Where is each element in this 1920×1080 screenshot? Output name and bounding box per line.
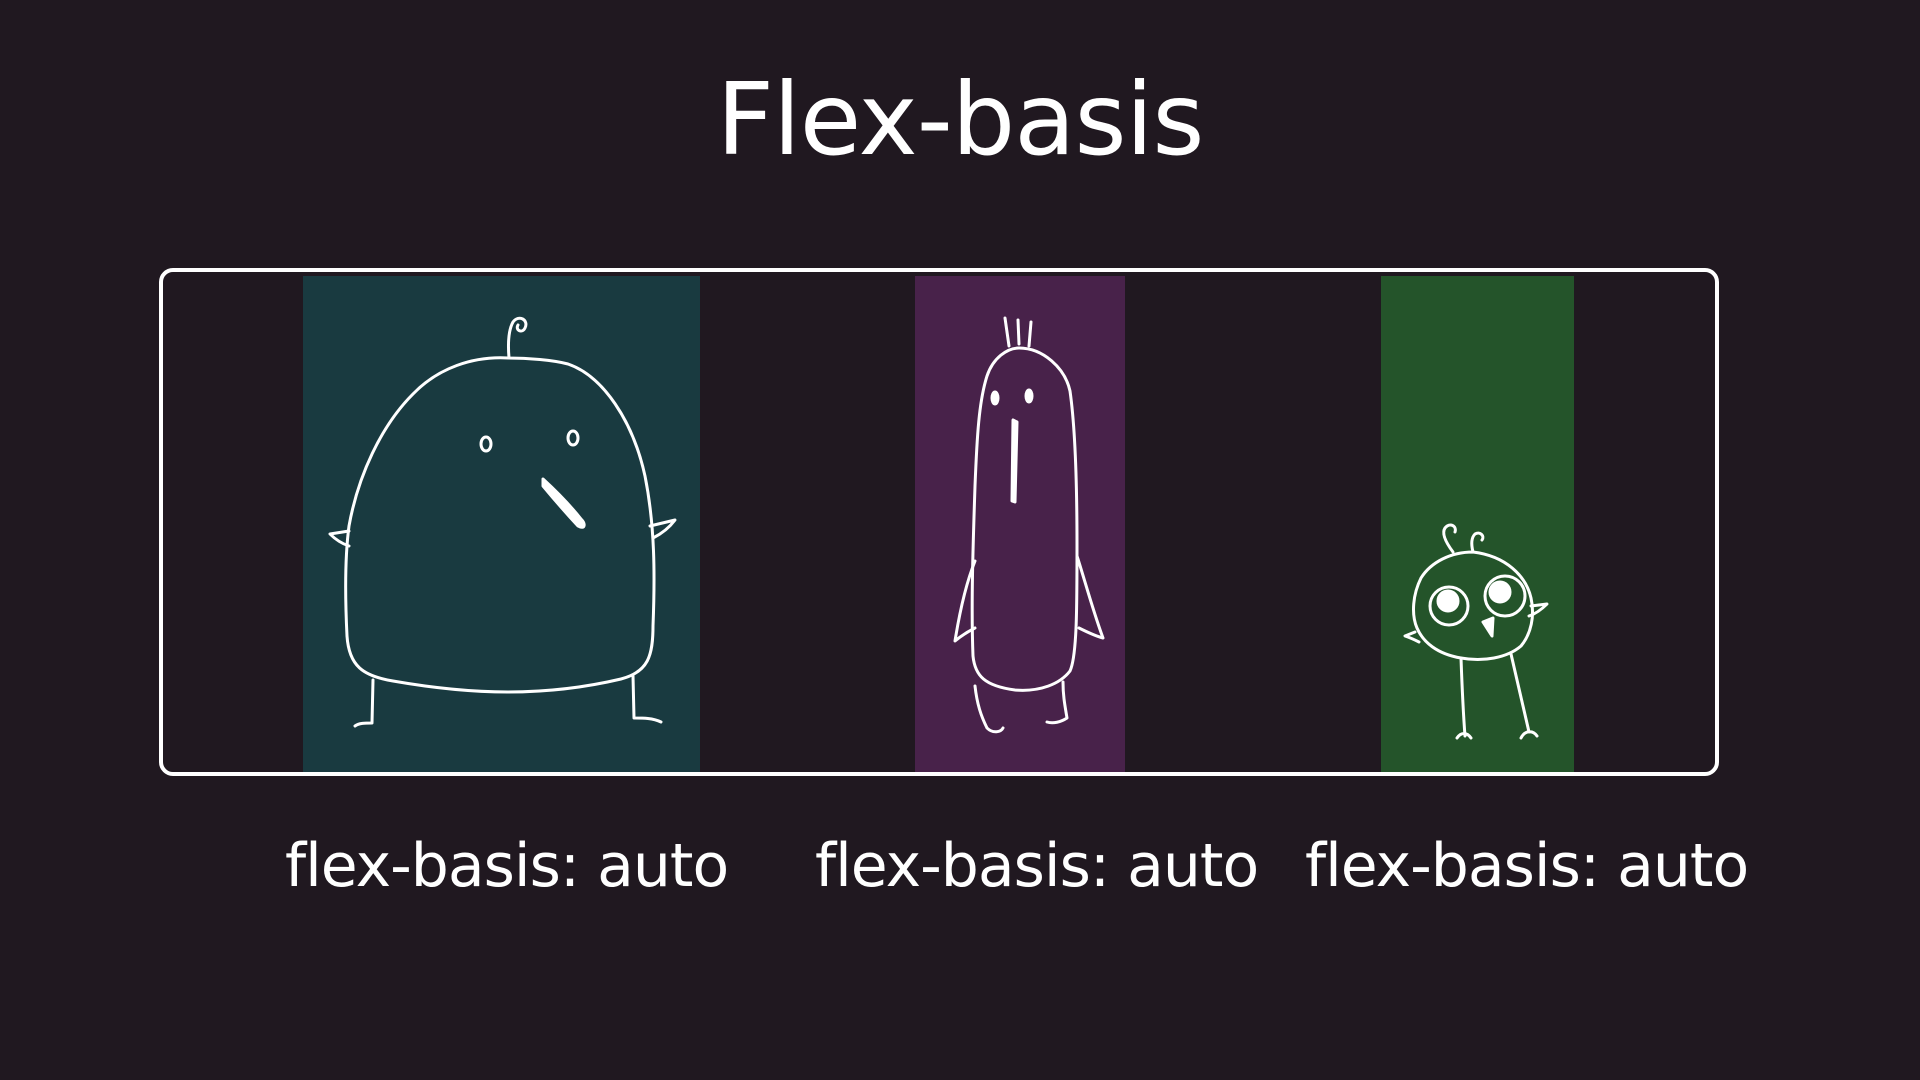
small-bird-beak (1481, 616, 1495, 638)
wide-bird-right-eye (566, 429, 580, 447)
tall-bird-body (970, 346, 1079, 692)
small-bird-left-leg (1455, 656, 1473, 740)
tall-bird-beak (1010, 418, 1019, 504)
wide-bird-background (303, 276, 700, 772)
flex-item-wide-bird (303, 276, 700, 772)
tall-bird-right-wing (1075, 554, 1105, 640)
small-bird-left-pupil (1436, 589, 1460, 613)
flex-item-small-bird (1381, 276, 1574, 772)
wide-bird-left-eye (479, 435, 493, 453)
caption-tall-bird: flex-basis: auto (815, 831, 1259, 901)
small-bird-illustration (1381, 276, 1574, 772)
wide-bird-illustration (303, 276, 700, 772)
wide-bird-left-leg (353, 678, 375, 728)
small-bird-background (1381, 276, 1574, 772)
tall-bird-illustration (915, 276, 1125, 772)
small-bird-right-tuft (1470, 531, 1485, 554)
small-bird-right-wing (1527, 602, 1549, 618)
wide-bird-tuft (507, 316, 528, 360)
small-bird-right-eye (1483, 574, 1527, 618)
small-bird-body (1412, 550, 1535, 661)
tall-bird-right-leg (1045, 680, 1069, 725)
tall-bird-background (915, 276, 1125, 772)
caption-wide-bird: flex-basis: auto (285, 831, 729, 901)
caption-small-bird: flex-basis: auto (1305, 831, 1749, 901)
tall-bird-left-leg (973, 684, 1005, 734)
tall-bird-left-eye (990, 390, 1000, 406)
tall-bird-right-eye (1024, 388, 1034, 404)
wide-bird-left-wing (328, 529, 351, 548)
wide-bird-right-leg (631, 674, 663, 724)
small-bird-left-wing (1403, 630, 1421, 644)
small-bird-left-tuft (1442, 523, 1457, 554)
flex-container (159, 268, 1719, 776)
slide-title: Flex-basis (716, 61, 1204, 178)
tall-bird-tuft (1003, 316, 1033, 348)
flex-item-tall-bird (915, 276, 1125, 772)
small-bird-right-pupil (1488, 580, 1512, 604)
wide-bird-beak (541, 477, 586, 529)
small-bird-right-leg (1509, 652, 1539, 740)
wide-bird-body (344, 356, 656, 694)
tall-bird-left-wing (953, 559, 977, 643)
small-bird-left-eye (1428, 585, 1470, 627)
wide-bird-right-wing (648, 518, 677, 540)
